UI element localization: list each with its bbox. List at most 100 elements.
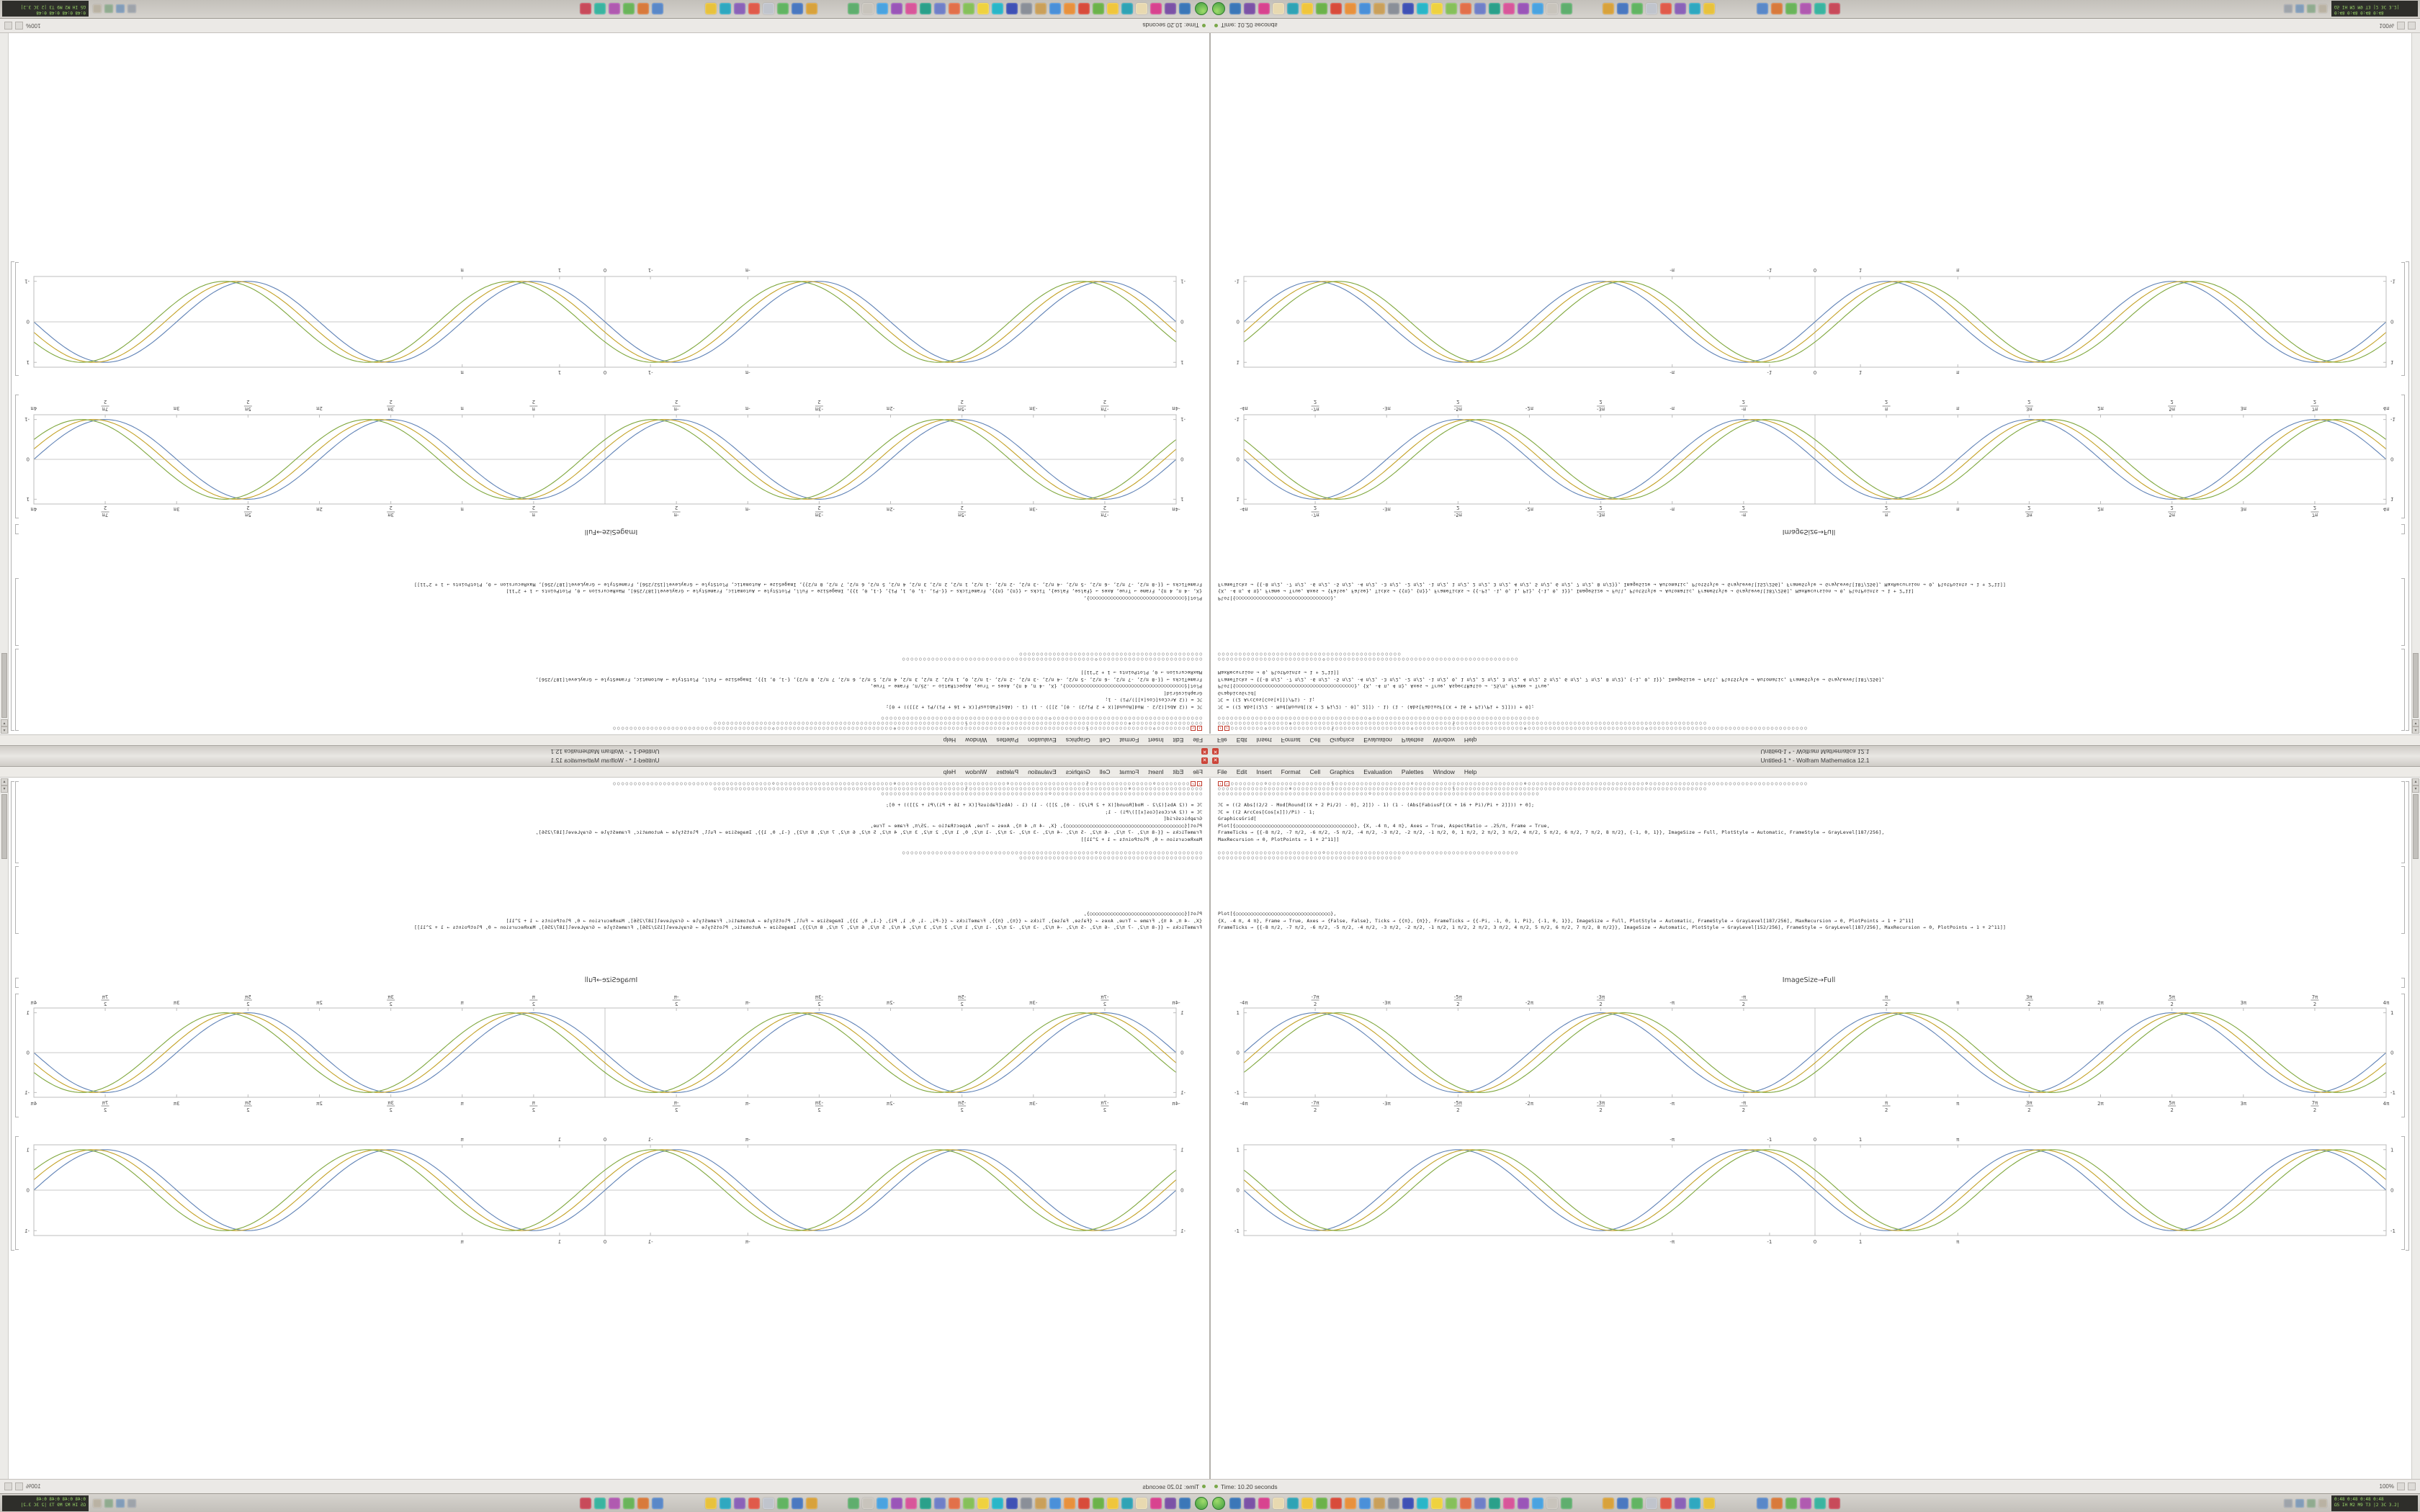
app-icon[interactable] <box>652 3 663 15</box>
app-icon[interactable] <box>1078 3 1090 15</box>
scrollbar-thumb[interactable] <box>1 653 7 718</box>
app-icon[interactable] <box>877 1497 888 1509</box>
taskbar-icons-middle[interactable] <box>705 3 817 15</box>
app-icon[interactable] <box>862 1497 874 1509</box>
app-icon[interactable] <box>104 4 113 14</box>
cell-bracket[interactable] <box>2406 781 2409 1251</box>
menu-graphics[interactable]: Graphics <box>1330 737 1355 744</box>
cell-bracket[interactable] <box>15 781 19 863</box>
code-line[interactable]: {X, -4 π, 4 π}, Frame → True, Axes → {Fa… <box>506 917 1202 924</box>
app-icon[interactable] <box>748 3 760 15</box>
app-icon[interactable] <box>2284 1498 2293 1508</box>
app-icon[interactable] <box>1446 1497 1457 1509</box>
app-icon[interactable] <box>1814 3 1826 15</box>
app-icon[interactable] <box>763 3 774 15</box>
app-icon[interactable] <box>1301 3 1313 15</box>
code-line[interactable]: {X, -4 π, 4 π}, Frame → True, Axes → {Fa… <box>506 588 1202 595</box>
app-icon[interactable] <box>652 1497 663 1509</box>
app-icon[interactable] <box>2318 1498 2327 1508</box>
app-icon[interactable] <box>1345 3 1356 15</box>
app-icon[interactable] <box>1489 1497 1500 1509</box>
app-icon[interactable] <box>1689 3 1700 15</box>
cell-bracket[interactable] <box>2401 262 2405 376</box>
app-icon[interactable] <box>1287 1497 1299 1509</box>
app-icon[interactable] <box>1287 3 1299 15</box>
tray-icons[interactable] <box>93 1498 136 1508</box>
code-line[interactable]: MaxRecursion → 0, PlotPoints → 1 + 2^11]… <box>1080 836 1202 842</box>
app-icon[interactable] <box>1631 3 1643 15</box>
zoom-button[interactable] <box>15 1482 23 1490</box>
cell-bracket[interactable] <box>2401 649 2405 731</box>
app-icon[interactable] <box>934 3 946 15</box>
menu-file[interactable]: File <box>1193 768 1203 775</box>
menu-cell[interactable]: Cell <box>1099 737 1111 744</box>
zoom-button[interactable] <box>2397 1482 2405 1490</box>
app-icon[interactable] <box>1388 3 1399 15</box>
menu-window[interactable]: Window <box>1433 737 1455 744</box>
cell-bracket[interactable] <box>15 1136 19 1250</box>
app-icon[interactable] <box>1617 3 1628 15</box>
app-icon[interactable] <box>1518 1497 1529 1509</box>
scroll-down-icon[interactable]: ▾ <box>2412 719 2419 726</box>
menu-evaluation[interactable]: Evaluation <box>1028 768 1057 775</box>
app-icon[interactable] <box>93 1498 102 1508</box>
app-icon[interactable] <box>2318 4 2327 14</box>
app-icon[interactable] <box>1757 3 1768 15</box>
cell-bracket[interactable] <box>15 262 19 376</box>
window-titlebar[interactable]: ✕ Untitled-1 * - Wolfram Mathematica 12.… <box>0 756 1210 767</box>
code-line[interactable]: ○○○○○○○○○○○○○○○○○⊕○○○○○○○○○○○○○○○○○○○○○○… <box>712 786 1202 791</box>
menu-palettes[interactable]: Palettes <box>996 737 1019 744</box>
app-icon[interactable] <box>1460 3 1471 15</box>
app-icon[interactable] <box>1474 1497 1486 1509</box>
notebook-area[interactable]: ✗✗○○○○○○○○⊙○○○○○○○○○○○○○○○§○○○○○○○○○○○○○… <box>1210 778 2420 1479</box>
app-icon[interactable] <box>777 3 789 15</box>
app-icon[interactable] <box>1660 3 1672 15</box>
app-icon[interactable] <box>1301 1497 1313 1509</box>
app-icon[interactable] <box>1179 1497 1191 1509</box>
menu-format[interactable]: Format <box>1119 737 1139 744</box>
app-icon[interactable] <box>1402 1497 1414 1509</box>
app-icon[interactable] <box>1814 1497 1826 1509</box>
cell-bracket[interactable] <box>2401 395 2405 518</box>
app-icon[interactable] <box>1561 3 1572 15</box>
app-icon[interactable] <box>1431 1497 1443 1509</box>
menu-cell[interactable]: Cell <box>1309 737 1321 744</box>
app-icon[interactable] <box>580 3 591 15</box>
menu-help[interactable]: Help <box>943 737 956 744</box>
app-icon[interactable] <box>1373 3 1385 15</box>
app-icon[interactable] <box>1273 3 1284 15</box>
code-line[interactable]: {X, -4 π, 4 π}, Frame → True, Axes → {Fa… <box>1218 917 1914 924</box>
app-icon[interactable] <box>104 1498 113 1508</box>
start-button[interactable] <box>1212 1496 1225 1510</box>
code-line[interactable]: MaxRecursion → 0, PlotPoints → 1 + 2^11]… <box>1218 836 1340 842</box>
menu-insert[interactable]: Insert <box>1256 737 1272 744</box>
code-line[interactable]: FrameTicks → {{-8 π/2, -7 π/2, -6 π/2, -… <box>1218 582 2007 588</box>
app-icon[interactable] <box>1646 3 1657 15</box>
code-line[interactable]: Plot[{○○○○○○○○○○○○○○○○○○○○○○○○○○○○○○○○○○… <box>870 683 1202 690</box>
code-line[interactable]: ℐC = ((2 ArcCos[Cos[x]])/Pi) - 1; <box>1105 697 1202 703</box>
app-icon[interactable] <box>1503 3 1515 15</box>
app-icon[interactable] <box>1532 3 1543 15</box>
scroll-down-icon[interactable]: ▾ <box>1 786 8 793</box>
code-line[interactable]: FrameTicks → {{-8 π/2, -7 π/2, -6 π/2, -… <box>413 924 1202 930</box>
cell-bracket[interactable] <box>2401 1136 2405 1250</box>
app-icon[interactable] <box>792 1497 803 1509</box>
menu-palettes[interactable]: Palettes <box>1401 768 1424 775</box>
window-titlebar[interactable]: ✕ Untitled-1 * - Wolfram Mathematica 12.… <box>1210 756 2420 767</box>
app-icon[interactable] <box>580 1497 591 1509</box>
code-line[interactable]: ○○○○○○○○○○○○○○○○○○○○○○○○○○○○○○○○○○○○⊙○○○… <box>879 791 1202 796</box>
menu-cell[interactable]: Cell <box>1309 768 1321 775</box>
app-icon[interactable] <box>1136 3 1147 15</box>
app-icon[interactable] <box>1771 3 1783 15</box>
app-icon[interactable] <box>1107 1497 1119 1509</box>
cell-bracket[interactable] <box>11 261 14 731</box>
menu-window[interactable]: Window <box>965 737 987 744</box>
app-icon[interactable] <box>1561 1497 1572 1509</box>
taskbar-icons-middle[interactable] <box>1603 3 1715 15</box>
start-button[interactable] <box>1195 2 1208 16</box>
app-icon[interactable] <box>1345 1497 1356 1509</box>
code-line[interactable]: GraphicsGrid[ <box>1218 690 1257 696</box>
app-icon[interactable] <box>705 3 717 15</box>
code-line[interactable]: ○○○○○○○○○○○○○○○○○○○○○○○○○⊙○○○○○○○○○○○○○○… <box>900 850 1203 855</box>
code-line[interactable]: GraphicsGrid[ <box>1163 690 1202 696</box>
